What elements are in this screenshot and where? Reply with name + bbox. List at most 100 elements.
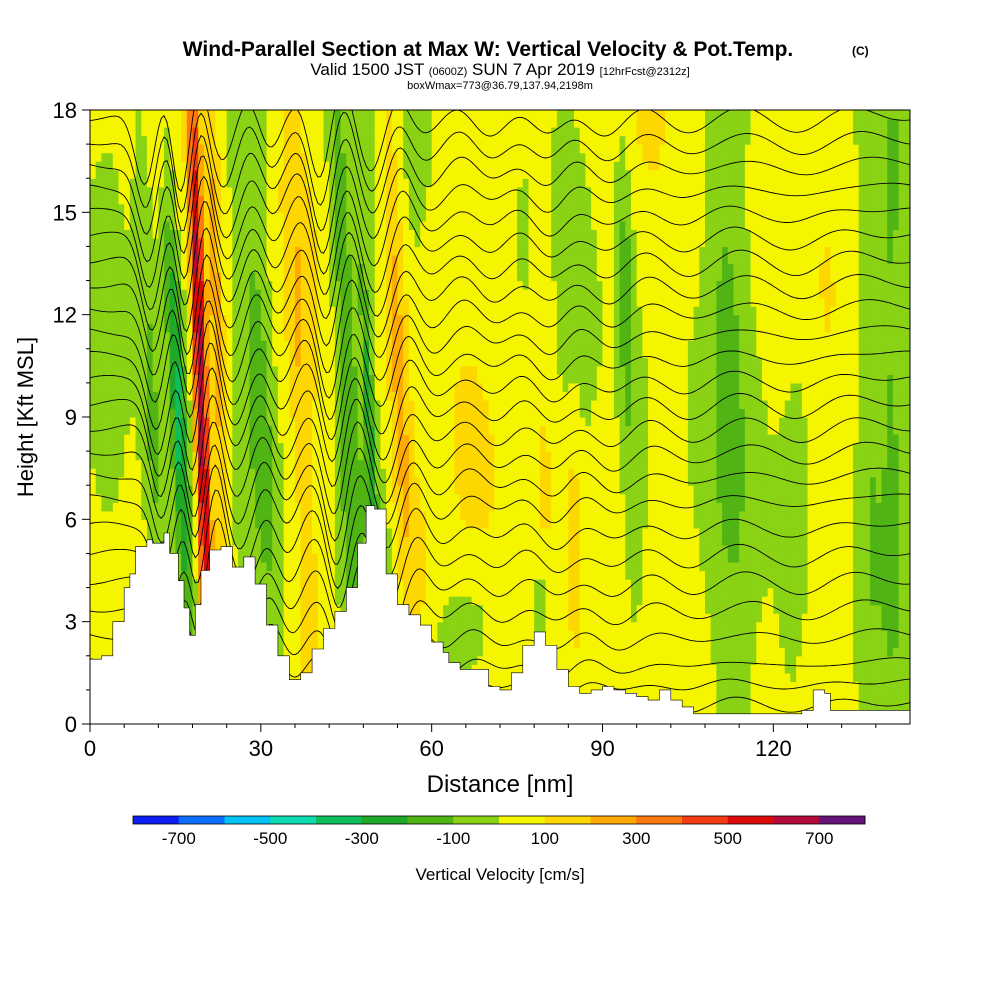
- w-cell: [568, 553, 575, 563]
- w-cell: [255, 468, 262, 478]
- w-cell: [579, 638, 587, 648]
- w-cell: [192, 519, 199, 529]
- w-cell: [716, 434, 723, 444]
- w-cell: [767, 689, 774, 700]
- w-cell: [90, 536, 97, 546]
- w-cell: [881, 698, 888, 708]
- w-cell: [249, 536, 256, 546]
- w-cell: [118, 596, 125, 606]
- w-cell: [790, 442, 797, 452]
- w-cell: [215, 485, 222, 495]
- w-cell: [146, 519, 154, 529]
- w-cell: [761, 451, 769, 461]
- w-cell: [898, 672, 905, 682]
- w-cell: [722, 638, 729, 648]
- w-cell: [107, 553, 114, 563]
- w-cell: [739, 698, 746, 708]
- w-cell: [511, 570, 518, 580]
- w-cell: [209, 519, 216, 529]
- w-cell: [818, 647, 826, 657]
- w-cell: [517, 604, 524, 614]
- w-cell: [477, 630, 484, 640]
- w-cell: [722, 570, 729, 580]
- w-cell: [642, 468, 649, 478]
- w-cell: [329, 621, 336, 631]
- w-cell: [619, 493, 626, 503]
- w-cell: [562, 664, 569, 674]
- w-cell: [733, 476, 740, 486]
- w-cell: [283, 621, 290, 631]
- w-cell: [665, 647, 672, 657]
- w-cell: [107, 485, 114, 495]
- w-cell: [534, 425, 541, 435]
- w-cell: [858, 579, 866, 589]
- w-cell: [636, 596, 643, 606]
- w-cell: [460, 579, 467, 589]
- w-cell: [796, 536, 803, 546]
- w-cell: [260, 579, 268, 589]
- w-cell: [186, 510, 194, 520]
- w-cell: [482, 655, 490, 665]
- w-cell: [716, 706, 723, 717]
- w-cell: [312, 553, 319, 563]
- w-cell: [841, 613, 848, 623]
- w-cell: [705, 570, 712, 580]
- w-cell: [431, 451, 438, 461]
- w-cell: [722, 459, 729, 469]
- w-cell: [539, 553, 547, 563]
- w-cell: [693, 442, 700, 452]
- w-cell: [448, 630, 456, 640]
- w-cell: [596, 664, 604, 674]
- w-cell: [386, 544, 393, 555]
- w-cell: [329, 442, 336, 452]
- w-cell: [369, 468, 376, 478]
- w-cell: [539, 621, 547, 631]
- w-cell: [135, 493, 142, 503]
- w-cell: [357, 527, 364, 537]
- w-cell: [454, 442, 461, 452]
- w-cell: [494, 442, 501, 452]
- w-cell: [898, 655, 905, 665]
- w-cell: [551, 553, 558, 563]
- w-cell: [807, 544, 814, 555]
- w-cell: [818, 536, 826, 546]
- w-cell: [517, 468, 524, 478]
- w-cell: [904, 451, 910, 461]
- w-cell: [238, 485, 245, 495]
- w-cell: [568, 451, 575, 461]
- w-cell: [613, 672, 621, 682]
- w-cell: [300, 527, 307, 537]
- w-cell: [727, 570, 735, 580]
- w-cell: [750, 519, 757, 529]
- w-cell: [369, 459, 376, 469]
- w-cell: [733, 681, 740, 691]
- w-cell: [289, 536, 296, 546]
- w-cell: [727, 664, 735, 674]
- w-cell: [744, 510, 752, 520]
- w-cell: [807, 476, 814, 486]
- w-cell: [255, 536, 262, 546]
- w-cell: [756, 638, 763, 648]
- w-cell: [898, 468, 905, 478]
- w-cell: [266, 613, 273, 623]
- w-cell: [807, 689, 814, 700]
- w-cell: [272, 570, 279, 580]
- w-cell: [169, 468, 177, 478]
- w-cell: [551, 451, 558, 461]
- w-cell: [90, 493, 97, 503]
- w-cell: [528, 425, 535, 435]
- w-cell: [346, 459, 353, 469]
- w-cell: [408, 570, 416, 580]
- w-cell: [556, 536, 564, 546]
- w-cell: [591, 604, 598, 614]
- w-cell: [824, 604, 831, 614]
- w-cell: [517, 451, 524, 461]
- w-cell: [619, 655, 626, 665]
- w-cell: [887, 689, 894, 700]
- w-cell: [556, 527, 564, 537]
- w-cell: [591, 672, 598, 682]
- w-cell: [346, 561, 353, 572]
- w-cell: [118, 502, 125, 512]
- w-cell: [556, 468, 564, 478]
- w-cell: [904, 672, 910, 682]
